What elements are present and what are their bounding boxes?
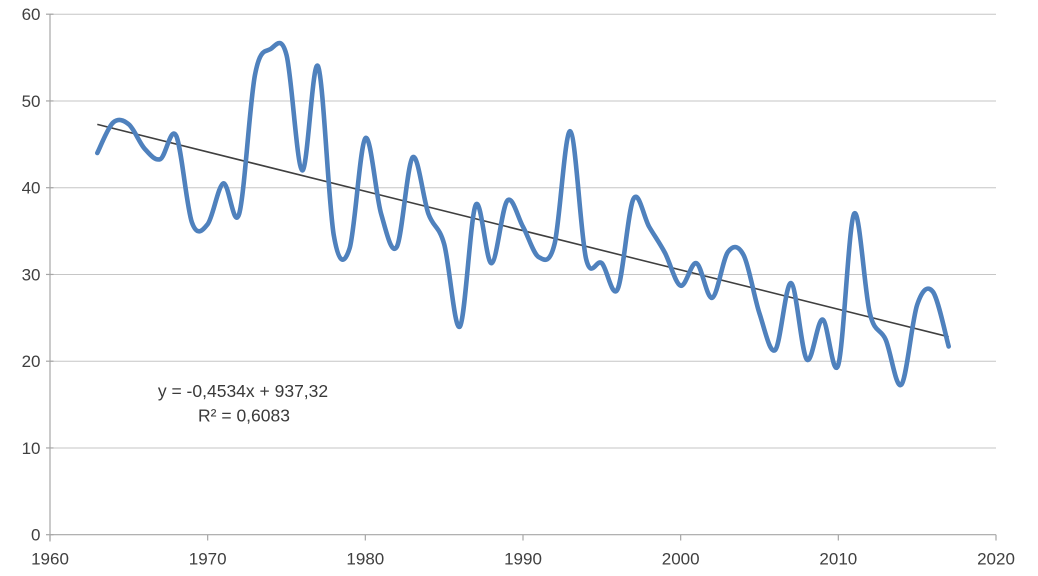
y-axis-label: 20	[22, 352, 41, 371]
x-axis-label: 1960	[31, 550, 69, 569]
y-axis-label: 60	[22, 5, 41, 24]
y-axis-label: 0	[31, 526, 40, 545]
data-series-line	[95, 40, 951, 388]
y-axis-label: 30	[22, 265, 41, 284]
axis-labels: 0 10 20 30 40 50 60 1960 1970 1980 1990 2000 2010 202…	[22, 5, 1015, 568]
x-axis-label: 1970	[189, 550, 227, 569]
x-axis-label: 2010	[819, 550, 857, 569]
trendline-equation: y = -0,4534x + 937,32	[158, 381, 328, 401]
y-axis-label: 10	[22, 439, 41, 458]
x-axis-label: 1980	[346, 550, 384, 569]
axes	[46, 13, 997, 542]
trendline-r-squared: R² = 0,6083	[198, 406, 290, 426]
gridlines	[50, 13, 996, 449]
plot-area	[95, 40, 951, 388]
x-axis-label: 1990	[504, 550, 542, 569]
y-axis-label: 50	[22, 92, 41, 111]
y-axis-label: 40	[22, 179, 41, 198]
x-axis-label: 2020	[977, 550, 1015, 569]
x-axis-label: 2000	[662, 550, 700, 569]
